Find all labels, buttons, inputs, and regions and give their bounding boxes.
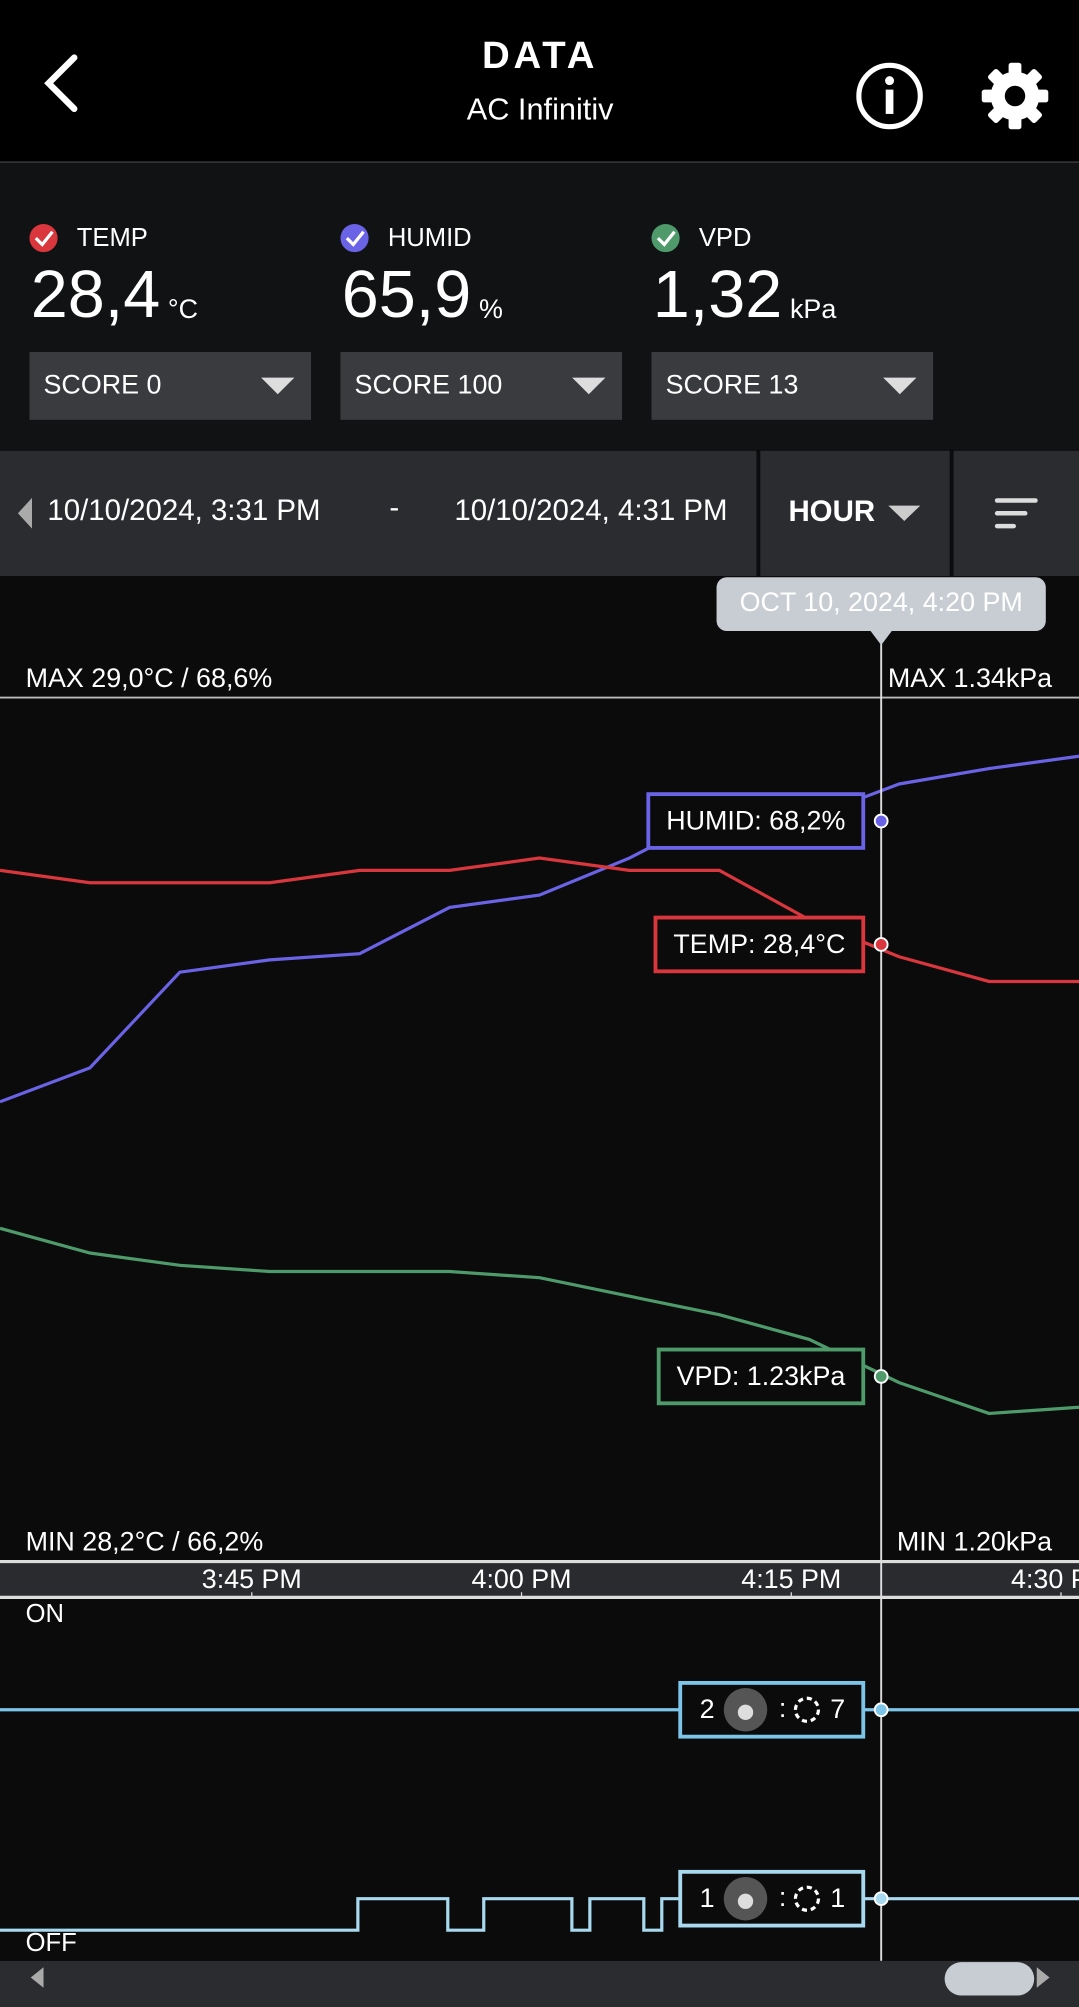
x-tick-label: 3:45 PM [202, 1564, 302, 1594]
sensor-value: 28,4 [31, 258, 161, 332]
title: DATA [482, 34, 598, 77]
chart: MAX 29,0°C / 68,6% MAX 1.34kPa MIN 28,2°C … [0, 577, 1079, 1961]
check-mark [345, 230, 365, 247]
device-mode: 1 [700, 1883, 715, 1913]
device-mode: 2 [700, 1694, 715, 1724]
score-box [340, 352, 623, 420]
off-label: OFF [26, 1929, 77, 1957]
scroll-left[interactable] [30, 1967, 44, 1988]
device-icon-center [737, 1893, 754, 1909]
colon: : [779, 1693, 786, 1723]
bar-divider [949, 450, 954, 576]
on-label: ON [26, 1600, 64, 1628]
prev-range[interactable] [17, 497, 32, 529]
divider [0, 161, 1079, 164]
x-tick-label: 4:15 PM [741, 1564, 841, 1594]
interval-label: HOUR [788, 495, 875, 528]
sensor-label: HUMID [388, 224, 472, 252]
sensor-value: 1,32 [653, 258, 783, 332]
chart-bg [0, 575, 1079, 1961]
check-icon [29, 224, 58, 253]
scrollbar [0, 1960, 1079, 2007]
level-icon [793, 1885, 821, 1912]
device-line [0, 1897, 1079, 1932]
series-line [0, 856, 1079, 984]
max-label: MAX 29,0°C / 68,6% [26, 663, 273, 693]
cursor-date: OCT 10, 2024, 4:20 PM [740, 587, 1023, 617]
dropdown-arrow [572, 377, 606, 395]
value-tooltip [653, 915, 866, 974]
bar-divider [756, 450, 761, 576]
cursor-pointer [869, 629, 893, 646]
cursor-dot [873, 937, 889, 952]
score-box [29, 352, 312, 420]
score-label: SCORE 100 [355, 370, 503, 400]
range-start[interactable]: 10/10/2024, 3:31 PM [47, 494, 320, 527]
check-icon [651, 224, 680, 253]
range-separator: - [389, 491, 399, 524]
score-select[interactable]: SCORE 13 [651, 352, 934, 420]
x-tick-label: 4:30 PM [1011, 1564, 1079, 1594]
device-tooltip [678, 1680, 866, 1739]
cursor-dot [873, 1891, 889, 1907]
dropdown-arrow [261, 377, 295, 395]
header-bg [0, 0, 1079, 162]
check-mark [656, 230, 676, 247]
sensor-label: TEMP [77, 224, 148, 252]
score-label: SCORE 0 [44, 370, 162, 400]
x-axis-band [0, 1561, 1079, 1598]
sensor-unit: kPa [790, 294, 836, 324]
sensor-unit: °C [168, 294, 198, 324]
device-tooltip [678, 1869, 866, 1928]
device-level: 1 [830, 1883, 845, 1913]
dropdown-arrow [883, 377, 917, 395]
x-tick-label: 4:00 PM [472, 1564, 572, 1594]
value-tooltip [646, 792, 866, 850]
device-icon-center [737, 1704, 754, 1721]
value-tooltip-label: TEMP: 28,4°C [673, 929, 845, 959]
sensor-list: TEMP 28,4 °C SCORE 0 HUMID 65,9 % SCORE 100 VPD 1… [29, 224, 934, 420]
settings-button[interactable] [981, 62, 1049, 130]
check-icon [340, 224, 369, 253]
score-select[interactable]: SCORE 100 [340, 352, 623, 420]
max-label: MAX 1.34kPa [888, 663, 1052, 693]
score-box [651, 352, 934, 420]
cursor-dot [873, 813, 889, 829]
min-label: MIN 1.20kPa [897, 1527, 1052, 1557]
subtitle: AC Infinitiv [467, 91, 614, 126]
value-tooltip-label: HUMID: 68,2% [666, 805, 845, 835]
colon: : [779, 1882, 786, 1912]
series-line [0, 1226, 1079, 1416]
cursor-dot [873, 1702, 889, 1718]
sensor-label: VPD [699, 224, 752, 252]
score-select[interactable]: SCORE 0 [29, 352, 312, 420]
check-mark [34, 230, 54, 247]
cursor-tooltip [716, 577, 1046, 632]
device-level: 7 [830, 1694, 845, 1724]
cursor-dot [873, 1369, 889, 1384]
sort-button[interactable] [994, 498, 1038, 529]
sensor-unit: % [479, 294, 503, 324]
value-tooltip [656, 1347, 866, 1406]
series-line [0, 754, 1079, 1104]
level-icon [793, 1696, 821, 1723]
sensor-value: 65,9 [342, 258, 472, 332]
info-button[interactable] [856, 62, 923, 130]
min-label: MIN 28,2°C / 66,2% [26, 1527, 264, 1557]
back-button[interactable] [44, 54, 78, 113]
scroll-right[interactable] [1036, 1967, 1050, 1988]
interval-select[interactable]: HOUR [788, 495, 921, 528]
value-tooltip-label: VPD: 1.23kPa [677, 1361, 846, 1391]
range-end[interactable]: 10/10/2024, 4:31 PM [454, 494, 727, 527]
scroll-thumb[interactable] [944, 1962, 1035, 1996]
score-label: SCORE 13 [666, 370, 799, 400]
